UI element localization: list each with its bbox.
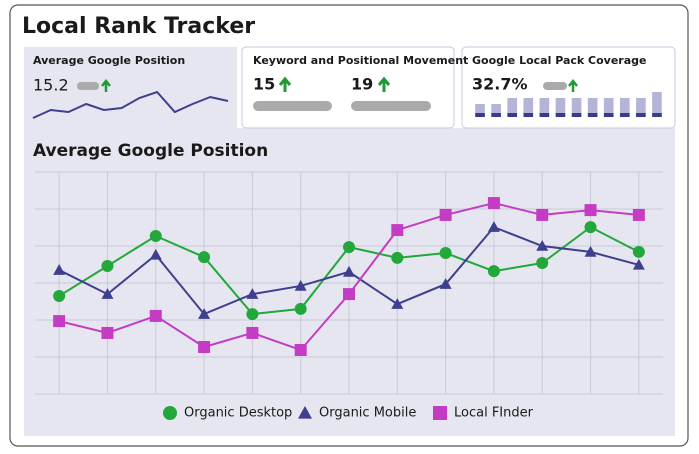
marker <box>198 341 211 354</box>
bar-segment <box>507 98 518 113</box>
marker <box>536 208 549 221</box>
page-title: Local Rank Tracker <box>22 14 255 39</box>
bar-segment <box>523 113 534 117</box>
card-selected[interactable] <box>24 47 237 129</box>
marker <box>149 309 162 322</box>
bar-segment <box>636 113 646 117</box>
card-title: Keyword and Positional Movement <box>253 54 468 67</box>
up-arrow <box>377 76 391 92</box>
marker <box>632 245 645 258</box>
bar-segment <box>571 98 582 113</box>
bar-segment <box>475 104 485 113</box>
card-value: 15 <box>253 75 275 94</box>
marker <box>294 279 307 291</box>
marker <box>163 406 177 420</box>
marker <box>149 248 162 260</box>
card-value: 32.7% <box>472 75 528 94</box>
marker <box>294 343 307 356</box>
marker <box>294 302 307 315</box>
bar-segment <box>523 98 534 113</box>
pill <box>77 82 99 90</box>
chart-title: Average Google Position <box>33 141 268 161</box>
marker <box>433 406 447 420</box>
bar-segment <box>475 113 485 117</box>
marker <box>53 315 66 328</box>
bar-segment <box>619 113 630 117</box>
legend-label: Organic Desktop <box>184 406 292 421</box>
marker <box>246 308 259 321</box>
bar-segment <box>619 98 630 113</box>
bar-segment <box>603 98 614 113</box>
sparkline <box>32 90 229 119</box>
marker <box>343 288 355 301</box>
marker <box>391 251 404 264</box>
up-arrow <box>101 78 111 92</box>
marker <box>391 298 404 309</box>
card-title: Average Google Position <box>33 54 185 67</box>
bar-segment <box>491 113 501 117</box>
up-arrow <box>278 76 292 92</box>
card-title: Google Local Pack Coverage <box>472 54 647 67</box>
marker <box>198 251 211 264</box>
marker <box>101 326 114 339</box>
marker <box>632 208 645 221</box>
bar-segment <box>539 98 550 113</box>
marker <box>391 224 404 237</box>
marker <box>53 264 66 275</box>
marker <box>487 197 500 210</box>
marker <box>584 204 597 217</box>
bar-segment <box>571 113 582 117</box>
marker <box>198 308 211 319</box>
bar-segment <box>555 98 566 113</box>
bar-segment <box>652 92 662 113</box>
marker <box>246 326 259 339</box>
legend-label: Local FInder <box>454 406 534 421</box>
marker <box>439 208 452 221</box>
marker <box>487 221 500 232</box>
marker <box>439 278 452 289</box>
marker <box>584 221 597 234</box>
marker <box>536 240 549 251</box>
marker <box>246 288 259 299</box>
marker <box>439 247 452 260</box>
bar-segment <box>636 98 646 113</box>
marker <box>584 245 597 257</box>
bar-segment <box>555 113 566 117</box>
marker <box>101 259 114 272</box>
bar-segment <box>539 113 550 117</box>
bar-segment <box>603 113 614 117</box>
bar-segment <box>587 98 598 113</box>
marker <box>343 265 355 277</box>
bar-segment <box>652 113 662 117</box>
marker <box>101 288 114 299</box>
bar-segment <box>507 113 518 117</box>
progress-bar <box>253 101 332 111</box>
marker <box>487 265 500 278</box>
legend-label: Organic Mobile <box>319 406 416 421</box>
marker <box>149 230 162 243</box>
pill <box>543 82 567 90</box>
card-value: 19 <box>351 75 373 94</box>
marker <box>343 241 355 254</box>
progress-bar <box>351 101 431 111</box>
bar-segment <box>491 104 501 113</box>
bar-segment <box>587 113 598 117</box>
card-value: 15.2 <box>33 76 69 95</box>
marker <box>536 257 549 270</box>
marker <box>298 406 312 419</box>
marker <box>53 289 66 302</box>
up-arrow <box>568 78 578 92</box>
marker <box>632 258 645 270</box>
